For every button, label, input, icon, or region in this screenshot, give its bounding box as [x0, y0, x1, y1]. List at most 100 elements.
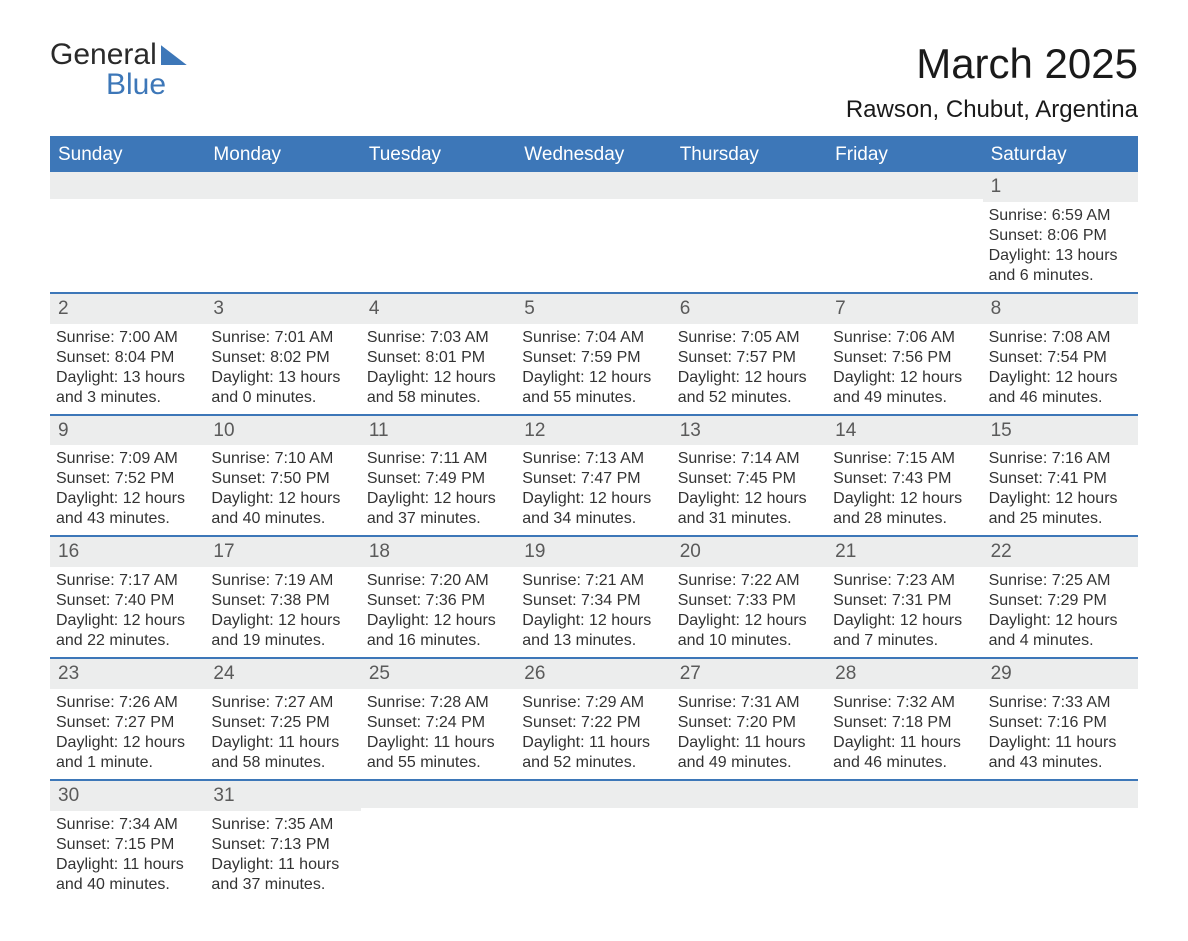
day-body: Sunrise: 7:28 AMSunset: 7:24 PMDaylight:… [361, 689, 516, 779]
day-number: 7 [827, 294, 982, 324]
day-body: Sunrise: 7:13 AMSunset: 7:47 PMDaylight:… [516, 445, 671, 535]
day-number: 24 [205, 659, 360, 689]
day-number: 25 [361, 659, 516, 689]
weekday-header-row: SundayMondayTuesdayWednesdayThursdayFrid… [50, 138, 1138, 172]
day-cell [983, 781, 1138, 901]
day-body: Sunrise: 7:29 AMSunset: 7:22 PMDaylight:… [516, 689, 671, 779]
dl1-line: Daylight: 11 hours [367, 733, 510, 753]
dl1-line: Daylight: 11 hours [211, 733, 354, 753]
day-cell: 19Sunrise: 7:21 AMSunset: 7:34 PMDayligh… [516, 537, 671, 657]
dl1-line: Daylight: 11 hours [56, 855, 199, 875]
sunrise-line: Sunrise: 7:32 AM [833, 693, 976, 713]
day-number: 26 [516, 659, 671, 689]
dl2-line: and 46 minutes. [989, 388, 1132, 408]
sunrise-line: Sunrise: 7:04 AM [522, 328, 665, 348]
day-number: 21 [827, 537, 982, 567]
sunrise-line: Sunrise: 7:20 AM [367, 571, 510, 591]
day-body: Sunrise: 7:01 AMSunset: 8:02 PMDaylight:… [205, 324, 360, 414]
weekday-header: Sunday [50, 138, 205, 172]
week-row: 1Sunrise: 6:59 AMSunset: 8:06 PMDaylight… [50, 172, 1138, 292]
day-cell [50, 172, 205, 292]
sunset-line: Sunset: 7:16 PM [989, 713, 1132, 733]
day-body [516, 199, 671, 209]
day-cell [516, 172, 671, 292]
dl2-line: and 0 minutes. [211, 388, 354, 408]
dl2-line: and 49 minutes. [833, 388, 976, 408]
sunset-line: Sunset: 7:50 PM [211, 469, 354, 489]
day-cell: 6Sunrise: 7:05 AMSunset: 7:57 PMDaylight… [672, 294, 827, 414]
day-body: Sunrise: 7:22 AMSunset: 7:33 PMDaylight:… [672, 567, 827, 657]
day-number [983, 781, 1138, 808]
day-number: 1 [983, 172, 1138, 202]
dl2-line: and 55 minutes. [522, 388, 665, 408]
day-number: 16 [50, 537, 205, 567]
dl2-line: and 4 minutes. [989, 631, 1132, 651]
day-cell [361, 172, 516, 292]
day-cell [205, 172, 360, 292]
sunset-line: Sunset: 7:38 PM [211, 591, 354, 611]
day-cell: 25Sunrise: 7:28 AMSunset: 7:24 PMDayligh… [361, 659, 516, 779]
sunrise-line: Sunrise: 7:11 AM [367, 449, 510, 469]
day-body [983, 808, 1138, 818]
day-number [361, 172, 516, 199]
day-cell: 9Sunrise: 7:09 AMSunset: 7:52 PMDaylight… [50, 416, 205, 536]
page-title: March 2025 [846, 40, 1138, 88]
dl1-line: Daylight: 12 hours [56, 611, 199, 631]
dl2-line: and 37 minutes. [211, 875, 354, 895]
sunrise-line: Sunrise: 7:16 AM [989, 449, 1132, 469]
dl1-line: Daylight: 12 hours [56, 733, 199, 753]
day-body: Sunrise: 6:59 AMSunset: 8:06 PMDaylight:… [983, 202, 1138, 292]
day-body [827, 808, 982, 818]
day-number: 13 [672, 416, 827, 446]
day-body: Sunrise: 7:34 AMSunset: 7:15 PMDaylight:… [50, 811, 205, 901]
day-number: 19 [516, 537, 671, 567]
dl1-line: Daylight: 11 hours [989, 733, 1132, 753]
week-row: 9Sunrise: 7:09 AMSunset: 7:52 PMDaylight… [50, 414, 1138, 536]
sunrise-line: Sunrise: 7:14 AM [678, 449, 821, 469]
week-row: 23Sunrise: 7:26 AMSunset: 7:27 PMDayligh… [50, 657, 1138, 779]
day-number: 20 [672, 537, 827, 567]
dl1-line: Daylight: 11 hours [211, 855, 354, 875]
day-body: Sunrise: 7:32 AMSunset: 7:18 PMDaylight:… [827, 689, 982, 779]
day-body [516, 808, 671, 818]
sunset-line: Sunset: 7:18 PM [833, 713, 976, 733]
sunrise-line: Sunrise: 7:17 AM [56, 571, 199, 591]
day-number: 31 [205, 781, 360, 811]
day-cell: 23Sunrise: 7:26 AMSunset: 7:27 PMDayligh… [50, 659, 205, 779]
logo-word-general: General [50, 40, 157, 70]
day-body: Sunrise: 7:06 AMSunset: 7:56 PMDaylight:… [827, 324, 982, 414]
weekday-header: Wednesday [516, 138, 671, 172]
day-cell: 8Sunrise: 7:08 AMSunset: 7:54 PMDaylight… [983, 294, 1138, 414]
day-number: 17 [205, 537, 360, 567]
sunrise-line: Sunrise: 7:23 AM [833, 571, 976, 591]
day-cell [827, 172, 982, 292]
day-number: 9 [50, 416, 205, 446]
day-body: Sunrise: 7:15 AMSunset: 7:43 PMDaylight:… [827, 445, 982, 535]
dl1-line: Daylight: 12 hours [989, 368, 1132, 388]
sunset-line: Sunset: 7:15 PM [56, 835, 199, 855]
day-cell: 20Sunrise: 7:22 AMSunset: 7:33 PMDayligh… [672, 537, 827, 657]
day-cell: 15Sunrise: 7:16 AMSunset: 7:41 PMDayligh… [983, 416, 1138, 536]
dl1-line: Daylight: 11 hours [522, 733, 665, 753]
sunrise-line: Sunrise: 7:33 AM [989, 693, 1132, 713]
dl1-line: Daylight: 12 hours [211, 489, 354, 509]
day-number: 15 [983, 416, 1138, 446]
day-number: 22 [983, 537, 1138, 567]
day-body [827, 199, 982, 209]
day-cell: 3Sunrise: 7:01 AMSunset: 8:02 PMDaylight… [205, 294, 360, 414]
day-body: Sunrise: 7:17 AMSunset: 7:40 PMDaylight:… [50, 567, 205, 657]
day-body [361, 199, 516, 209]
day-body: Sunrise: 7:27 AMSunset: 7:25 PMDaylight:… [205, 689, 360, 779]
dl1-line: Daylight: 13 hours [56, 368, 199, 388]
logo: General Blue [50, 40, 187, 100]
day-cell: 17Sunrise: 7:19 AMSunset: 7:38 PMDayligh… [205, 537, 360, 657]
sunrise-line: Sunrise: 7:26 AM [56, 693, 199, 713]
day-body: Sunrise: 7:26 AMSunset: 7:27 PMDaylight:… [50, 689, 205, 779]
dl2-line: and 34 minutes. [522, 509, 665, 529]
day-cell: 31Sunrise: 7:35 AMSunset: 7:13 PMDayligh… [205, 781, 360, 901]
weekday-header: Friday [827, 138, 982, 172]
dl2-line: and 37 minutes. [367, 509, 510, 529]
sunrise-line: Sunrise: 7:15 AM [833, 449, 976, 469]
dl2-line: and 13 minutes. [522, 631, 665, 651]
day-cell: 21Sunrise: 7:23 AMSunset: 7:31 PMDayligh… [827, 537, 982, 657]
